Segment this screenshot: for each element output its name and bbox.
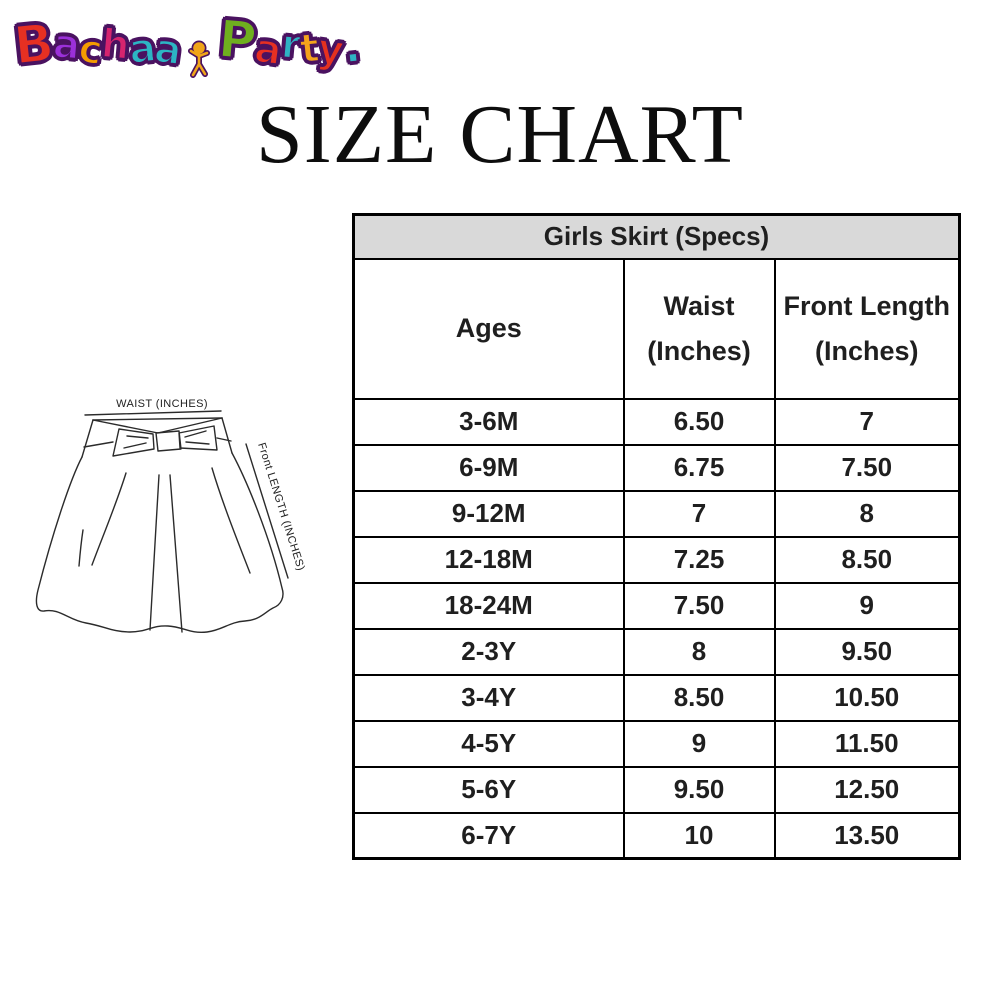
size-row: 18-24M 7.50 9	[352, 581, 961, 630]
ages-cell: 3-6M	[352, 397, 625, 446]
front-length-label: Front LENGTH (INCHES)	[255, 441, 307, 572]
column-header-line: (Inches)	[814, 335, 919, 366]
size-row: 3-6M 6.50 7	[352, 397, 961, 446]
front-length-cell: 8	[773, 489, 961, 538]
ages-cell: 5-6Y	[352, 765, 625, 814]
size-row: 6-7Y 10 13.50	[352, 811, 961, 860]
skirt-bow	[112, 425, 218, 457]
ages-cell: 3-4Y	[352, 673, 625, 722]
skirt-diagram: WAIST (INCHES) Front LENGTH (INCHES)	[10, 380, 330, 680]
waist-measure-line	[84, 410, 222, 416]
size-row: 6-9M 6.75 7.50	[352, 443, 961, 492]
ages-cell: 6-9M	[352, 443, 625, 492]
front-length-measure-line	[245, 443, 289, 579]
front-length-cell: 8.50	[773, 535, 961, 584]
column-header-waist: Waist (Inches)	[622, 257, 776, 400]
ages-cell: 12-18M	[352, 535, 625, 584]
ages-cell: 18-24M	[352, 581, 625, 630]
front-length-cell: 10.50	[773, 673, 961, 722]
size-row: 2-3Y 8 9.50	[352, 627, 961, 676]
size-table: Girls Skirt (Specs) Ages Waist (Inches) …	[352, 213, 961, 860]
front-length-cell: 7.50	[773, 443, 961, 492]
logo-letter: .	[339, 17, 364, 75]
column-header-line: Waist	[663, 290, 735, 321]
waist-label: WAIST (INCHES)	[116, 398, 208, 410]
column-header-line: (Inches)	[647, 335, 751, 366]
ages-cell: 2-3Y	[352, 627, 625, 676]
dancing-child-icon	[187, 37, 211, 78]
skirt-pleats	[78, 467, 251, 633]
waist-cell: 9	[622, 719, 776, 768]
size-table-body: 3-6M 6.50 7 6-9M 6.75 7.50 9-12M 7 8 12-18M 7.25 8.…	[352, 397, 961, 860]
table-title: Girls Skirt (Specs)	[352, 213, 961, 260]
ages-cell: 4-5Y	[352, 719, 625, 768]
waist-cell: 10	[622, 811, 776, 860]
table-title-row: Girls Skirt (Specs)	[352, 213, 961, 260]
front-length-cell: 7	[773, 397, 961, 446]
brand-logo: Bachaa Party.	[10, 6, 364, 86]
front-length-cell: 9	[773, 581, 961, 630]
size-row: 12-18M 7.25 8.50	[352, 535, 961, 584]
page-title: SIZE CHART	[256, 88, 744, 181]
size-row: 3-4Y 8.50 10.50	[352, 673, 961, 722]
column-header-line: Ages	[455, 313, 522, 344]
front-length-cell: 13.50	[773, 811, 961, 860]
size-row: 5-6Y 9.50 12.50	[352, 765, 961, 814]
column-header-line: Front Length	[783, 290, 950, 321]
column-header-front-length: Front Length (Inches)	[773, 257, 961, 400]
front-length-cell: 12.50	[773, 765, 961, 814]
waist-cell: 8.50	[622, 673, 776, 722]
size-row: 4-5Y 9 11.50	[352, 719, 961, 768]
waist-cell: 9.50	[622, 765, 776, 814]
ages-cell: 6-7Y	[352, 811, 625, 860]
front-length-cell: 9.50	[773, 627, 961, 676]
waist-cell: 6.75	[622, 443, 776, 492]
front-length-cell: 11.50	[773, 719, 961, 768]
size-row: 9-12M 7 8	[352, 489, 961, 538]
waist-cell: 7.50	[622, 581, 776, 630]
waist-cell: 8	[622, 627, 776, 676]
skirt-waistband	[81, 417, 233, 458]
waist-cell: 7	[622, 489, 776, 538]
column-header-ages: Ages	[352, 257, 625, 400]
ages-cell: 9-12M	[352, 489, 625, 538]
logo-letter: a	[150, 24, 185, 75]
column-header-row: Ages Waist (Inches) Front Length (Inches…	[352, 257, 961, 400]
skirt-outline	[35, 452, 284, 634]
waist-cell: 7.25	[622, 535, 776, 584]
waist-cell: 6.50	[622, 397, 776, 446]
